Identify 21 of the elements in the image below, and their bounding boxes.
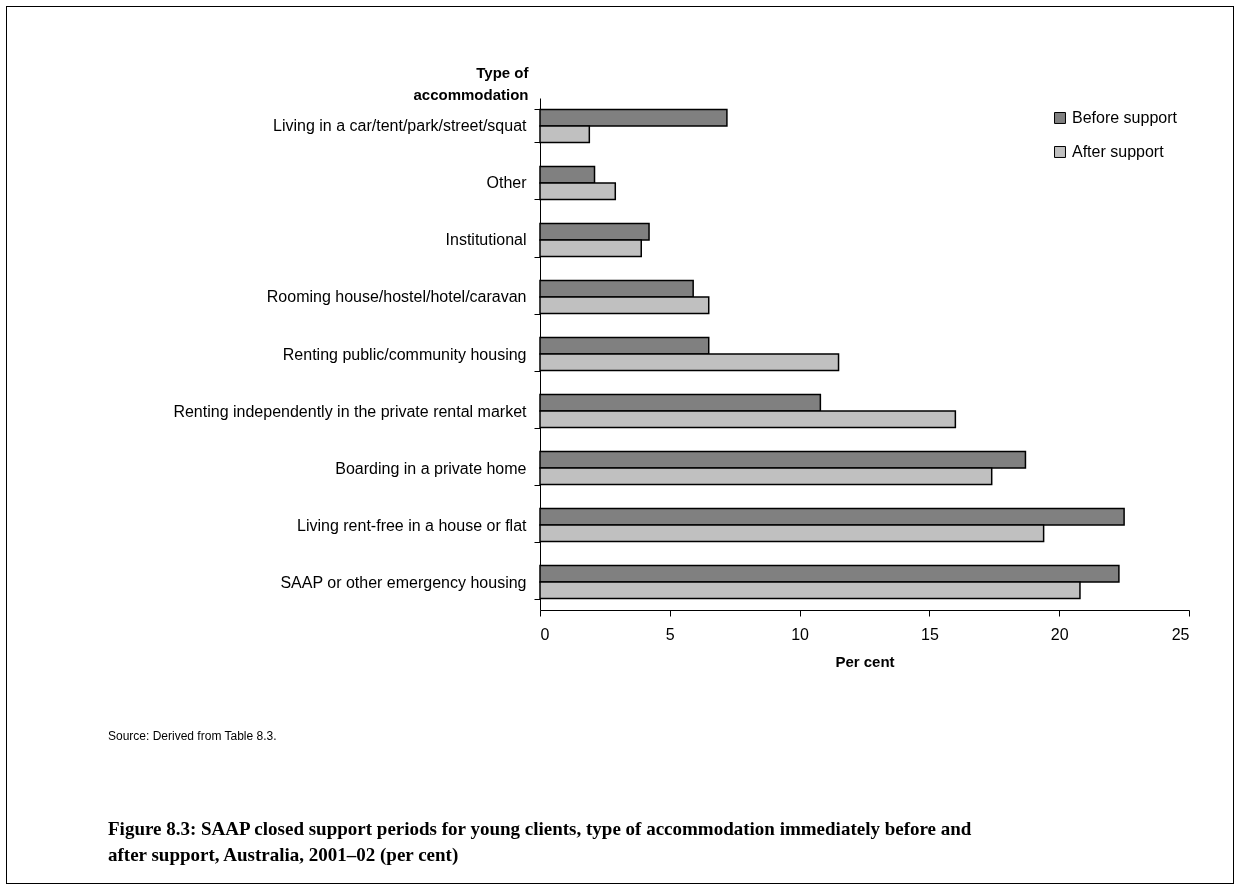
y-tick-label: Living rent-free in a house or flat <box>297 516 528 534</box>
x-tick-label: 15 <box>921 625 939 643</box>
legend-label: After support <box>1072 143 1165 160</box>
x-axis-title: Per cent <box>835 652 895 670</box>
x-tick-label: 25 <box>1171 625 1190 643</box>
legend-label: Before support <box>1072 109 1178 126</box>
x-tick-label: 10 <box>791 625 810 643</box>
y-axis-title: Type of accommodation <box>413 63 530 103</box>
y-tick-label: Other <box>486 174 528 192</box>
x-tick-label: 0 <box>540 625 550 643</box>
y-tick-label: Boarding in a private home <box>335 459 527 477</box>
x-tick-label: 5 <box>665 625 675 643</box>
y-tick-label: SAAP or other emergency housing <box>280 573 527 591</box>
y-tick-label: Renting independently in the private rental market <box>173 402 528 420</box>
y-tick-label: Rooming house/hostel/hotel/caravan <box>266 288 527 306</box>
x-tick-label: 20 <box>1050 625 1069 643</box>
text: Figure 8.3: SAAP closed support periods for young clients, type of accommodation immediately before and after support, Australia, 2001–02 (per cent) <box>108 818 972 866</box>
y-tick-label: Living in a car/tent/park/street/squat <box>273 117 528 135</box>
y-tick-label: Institutional <box>445 231 527 249</box>
source-note: Source: Derived from Table 8.3. <box>108 729 277 743</box>
y-tick-label: Renting public/community housing <box>282 345 527 363</box>
